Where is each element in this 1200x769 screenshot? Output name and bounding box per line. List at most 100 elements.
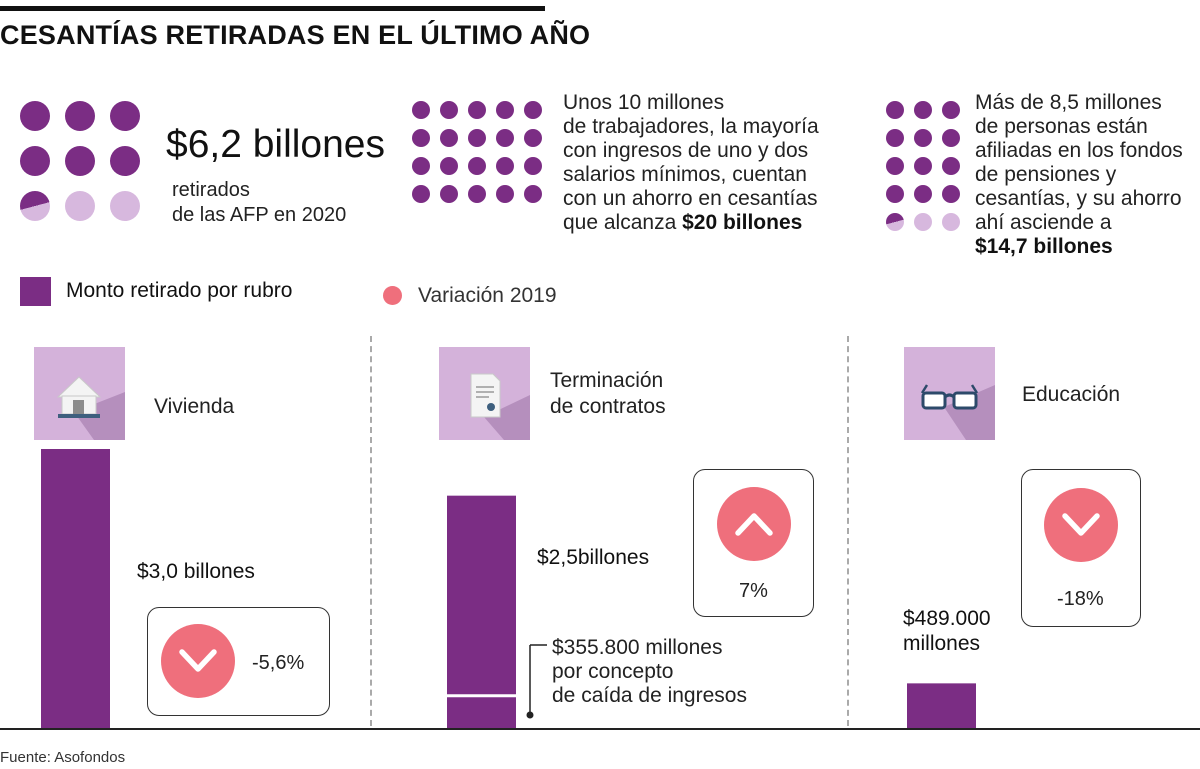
- dot-filled: [942, 101, 960, 119]
- dot-filled: [468, 101, 486, 119]
- stat-affiliates-line: cesantías, y su ahorro: [975, 187, 1182, 210]
- legend-bar-swatch: [20, 277, 51, 306]
- dot-filled: [886, 129, 904, 147]
- icon-shadow: [944, 385, 995, 440]
- dot-filled: [524, 101, 542, 119]
- segment-note-line: $355.800 millones: [552, 636, 723, 659]
- dot-filled: [524, 157, 542, 175]
- stat-workers-line: de trabajadores, la mayoría: [563, 115, 819, 138]
- dot-filled: [412, 101, 430, 119]
- stat-workers-amount: $20 billones: [682, 211, 803, 234]
- dot-filled: [942, 129, 960, 147]
- dot-filled: [914, 185, 932, 203]
- dot-filled: [914, 101, 932, 119]
- dot-empty: [65, 191, 95, 221]
- bar-2: [447, 495, 516, 729]
- dot-partial: [886, 213, 904, 231]
- stat-affiliates-line: ahí asciende a: [975, 211, 1112, 234]
- variation-down-circle: [161, 624, 235, 698]
- dot-partial: [20, 191, 50, 221]
- dot-filled: [440, 157, 458, 175]
- dot-filled: [468, 129, 486, 147]
- bar-3: [907, 683, 976, 729]
- data-label-vivienda: $3,0 billones: [137, 560, 255, 583]
- stat-affiliates-amount: $14,7 billones: [975, 235, 1113, 258]
- variation-down-circle: [1044, 488, 1118, 562]
- dot-filled: [412, 157, 430, 175]
- variation-box-vivienda: -5,6%: [147, 607, 330, 716]
- category-label-line: de contratos: [550, 395, 666, 418]
- stat-withdrawn-text: retirados de las AFP en 2020: [172, 178, 346, 228]
- dot-filled: [942, 185, 960, 203]
- dot-filled: [886, 101, 904, 119]
- bar-1: [41, 449, 110, 729]
- dot-filled: [110, 101, 140, 131]
- dot-filled: [942, 157, 960, 175]
- legend-dot-label: Variación 2019: [418, 284, 557, 307]
- dot-filled: [524, 129, 542, 147]
- dot-filled: [496, 101, 514, 119]
- segment-leader-dot: [526, 711, 534, 719]
- stat-workers-line: salarios mínimos, cuentan: [563, 163, 807, 186]
- segment-note: $355.800 millones por concepto de caída …: [552, 636, 747, 708]
- dot-filled: [914, 157, 932, 175]
- chevron-down-icon: [1062, 513, 1100, 536]
- page-title: CESANTÍAS RETIRADAS EN EL ÚLTIMO AÑO: [0, 20, 591, 50]
- column-divider: [847, 336, 849, 726]
- stat-affiliates-line: $14,7 billones: [975, 235, 1200, 259]
- dot-filled: [468, 157, 486, 175]
- document-icon: [470, 373, 501, 418]
- stat-affiliates-text: Más de 8,5 millones de personas están af…: [975, 91, 1200, 259]
- segment-note-line: por concepto: [552, 660, 674, 683]
- category-label-terminacion: Terminación de contratos: [550, 368, 666, 420]
- category-label-vivienda: Vivienda: [154, 395, 235, 418]
- category-label-educacion: Educación: [1022, 383, 1121, 406]
- dot-filled: [496, 129, 514, 147]
- dot-filled: [886, 185, 904, 203]
- house-icon: [56, 376, 102, 418]
- dot-empty: [110, 191, 140, 221]
- dot-filled: [65, 101, 95, 131]
- variation-box-terminacion: 7%: [693, 469, 814, 617]
- dot-grid-workers: [412, 101, 542, 203]
- dot-filled: [20, 101, 50, 131]
- stat-withdrawn-line: de las AFP en 2020: [172, 204, 347, 226]
- dot-empty: [942, 213, 960, 231]
- data-label-terminacion: $2,5billones: [537, 546, 650, 569]
- stat-workers-line: con ingresos de uno y dos: [563, 139, 809, 162]
- dot-filled: [914, 129, 932, 147]
- variation-up-circle: [717, 487, 791, 561]
- dot-filled: [20, 146, 50, 176]
- category-icon-box: [439, 347, 530, 440]
- dot-filled: [412, 185, 430, 203]
- variation-box-educacion: -18%: [1021, 469, 1141, 627]
- category-icon-box: [34, 347, 125, 440]
- dot-empty: [914, 213, 932, 231]
- variation-label: 7%: [739, 580, 768, 602]
- stat-affiliates-line: afiliadas en los fondos: [975, 139, 1183, 162]
- dot-filled: [440, 185, 458, 203]
- source-note: Fuente: Asofondos: [0, 749, 126, 766]
- dot-filled: [886, 157, 904, 175]
- icon-shadow: [484, 395, 530, 440]
- dot-filled: [524, 185, 542, 203]
- dot-filled: [496, 185, 514, 203]
- category-label-line: Terminación: [550, 369, 664, 392]
- stat-workers-line-start: que alcanza: [563, 211, 683, 234]
- category-icon-box: [904, 347, 995, 440]
- dot-filled: [412, 129, 430, 147]
- dot-grid-affiliates: [886, 101, 960, 231]
- dot-filled: [440, 129, 458, 147]
- stat-workers-line: Unos 10 millones: [563, 91, 725, 114]
- stat-workers-line: con un ahorro en cesantías: [563, 187, 818, 210]
- dot-filled: [440, 101, 458, 119]
- chevron-up-icon: [735, 513, 773, 536]
- column-divider: [370, 336, 372, 726]
- glasses-icon: [920, 384, 979, 410]
- stat-affiliates-line: de pensiones y: [975, 163, 1117, 186]
- chevron-down-icon: [179, 649, 217, 672]
- stat-affiliates-line: Más de 8,5 millones: [975, 91, 1162, 114]
- title-bar: [0, 6, 545, 11]
- segment-note-line: de caída de ingresos: [552, 684, 747, 707]
